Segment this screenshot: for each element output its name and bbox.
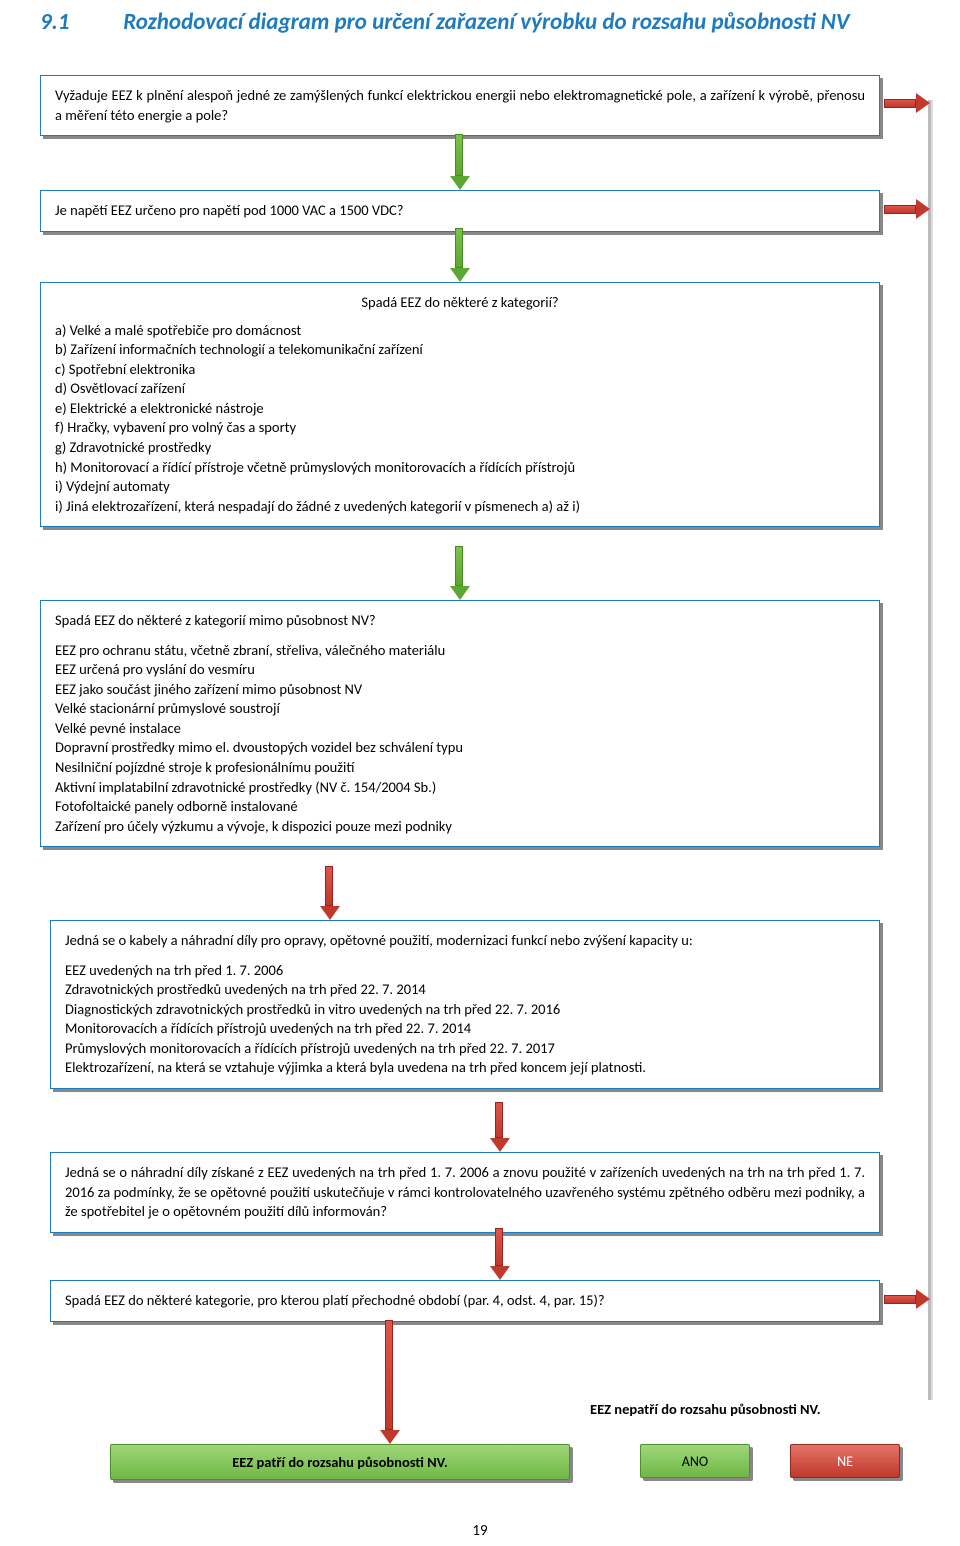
- section-heading: 9.1 Rozhodovací diagram pro určení zařaz…: [40, 8, 920, 36]
- decision-box-1-text: Vyžaduje EEZ k plnění alespoň jedné ze z…: [55, 86, 865, 124]
- decision-box-4-item: Nesilniční pojízdné stroje k profesionál…: [55, 758, 865, 778]
- page: 9.1 Rozhodovací diagram pro určení zařaz…: [0, 0, 960, 1546]
- arrow-down-2: [450, 228, 468, 282]
- decision-box-3-title: Spadá EEZ do některé z kategorií?: [55, 293, 865, 313]
- decision-box-1: Vyžaduje EEZ k plnění alespoň jedné ze z…: [40, 75, 880, 136]
- decision-box-4-item: Velké stacionární průmyslové soustrojí: [55, 699, 865, 719]
- decision-box-6: Jedná se o náhradní díly získané z EEZ u…: [50, 1152, 880, 1233]
- result-in-scope-text: EEZ patří do rozsahu působnosti NV.: [232, 1453, 448, 1471]
- decision-box-3-item: d) Osvětlovací zařízení: [55, 379, 865, 399]
- page-number: 19: [0, 1522, 960, 1540]
- arrow-down-1: [450, 134, 468, 190]
- decision-box-4-item: EEZ jako součást jiného zařízení mimo pů…: [55, 680, 865, 700]
- decision-box-4-item: Aktivní implatabilní zdravotnické prostř…: [55, 778, 865, 798]
- decision-box-4-title: Spadá EEZ do některé z kategorií mimo pů…: [55, 611, 865, 631]
- arrow-down-3: [450, 546, 468, 600]
- arrow-down-4: [320, 866, 338, 920]
- decision-box-4-item: Zařízení pro účely výzkumu a vývoje, k d…: [55, 817, 865, 837]
- label-not-in-scope: EEZ nepatří do rozsahu působnosti NV.: [590, 1400, 821, 1418]
- decision-box-5-item: Monitorovacích a řídících přístrojů uved…: [65, 1019, 865, 1039]
- decision-box-3-item: h) Monitorovací a řídící přístroje včetn…: [55, 458, 865, 478]
- decision-box-5-item: EEZ uvedených na trh před 1. 7. 2006: [65, 961, 865, 981]
- decision-box-3-item: g) Zdravotnické prostředky: [55, 438, 865, 458]
- decision-box-5-item: Diagnostických zdravotnických prostředků…: [65, 1000, 865, 1020]
- decision-box-2: Je napětí EEZ určeno pro napětí pod 1000…: [40, 190, 880, 232]
- decision-box-5: Jedná se o kabely a náhradní díly pro op…: [50, 920, 880, 1089]
- result-in-scope-bar: EEZ patří do rozsahu působnosti NV.: [110, 1444, 570, 1480]
- heading-number: 9.1: [40, 8, 118, 36]
- decision-box-4-item: Fotofoltaické panely odborně instalované: [55, 797, 865, 817]
- arrow-down-6: [490, 1228, 508, 1280]
- decision-box-3: Spadá EEZ do některé z kategorií? a) Vel…: [40, 282, 880, 527]
- decision-box-2-text: Je napětí EEZ určeno pro napětí pod 1000…: [55, 201, 404, 219]
- decision-box-5-title: Jedná se o kabely a náhradní díly pro op…: [65, 931, 865, 951]
- decision-box-4-item: Velké pevné instalace: [55, 719, 865, 739]
- decision-box-6-text: Jedná se o náhradní díly získané z EEZ u…: [65, 1163, 865, 1220]
- arrow-right-2: [884, 200, 930, 218]
- decision-box-4-item: EEZ pro ochranu státu, včetně zbraní, st…: [55, 641, 865, 661]
- legend-yes-text: ANO: [682, 1453, 708, 1470]
- decision-box-5-item: Zdravotnických prostředků uvedených na t…: [65, 980, 865, 1000]
- decision-box-7-text: Spadá EEZ do některé kategorie, pro kter…: [65, 1291, 605, 1309]
- decision-box-3-item: b) Zařízení informačních technologií a t…: [55, 340, 865, 360]
- decision-box-5-item: Elektrozařízení, na která se vztahuje vý…: [65, 1058, 865, 1078]
- legend-yes: ANO: [640, 1444, 750, 1478]
- decision-box-4-item: EEZ určená pro vyslání do vesmíru: [55, 660, 865, 680]
- arrow-right-7: [884, 1290, 930, 1308]
- arrow-down-5: [490, 1102, 508, 1152]
- decision-box-3-item: i) Jiná elektrozařízení, která nespadají…: [55, 497, 865, 517]
- decision-box-4-item: Dopravní prostředky mimo el. dvoustopých…: [55, 738, 865, 758]
- decision-box-3-item: e) Elektrické a elektronické nástroje: [55, 399, 865, 419]
- decision-box-3-item: a) Velké a malé spotřebiče pro domácnost: [55, 321, 865, 341]
- decision-box-7: Spadá EEZ do některé kategorie, pro kter…: [50, 1280, 880, 1322]
- right-guide-line: [928, 100, 931, 1400]
- decision-box-4: Spadá EEZ do některé z kategorií mimo pů…: [40, 600, 880, 847]
- heading-title: Rozhodovací diagram pro určení zařazení …: [123, 8, 903, 36]
- decision-box-3-item: f) Hračky, vybavení pro volný čas a spor…: [55, 418, 865, 438]
- legend-no-text: NE: [837, 1453, 853, 1470]
- legend-no: NE: [790, 1444, 900, 1478]
- decision-box-3-item: c) Spotřební elektronika: [55, 360, 865, 380]
- decision-box-5-item: Průmyslových monitorovacích a řídících p…: [65, 1039, 865, 1059]
- decision-box-3-item: i) Výdejní automaty: [55, 477, 865, 497]
- arrow-down-final: [380, 1320, 398, 1444]
- arrow-right-1: [884, 94, 930, 112]
